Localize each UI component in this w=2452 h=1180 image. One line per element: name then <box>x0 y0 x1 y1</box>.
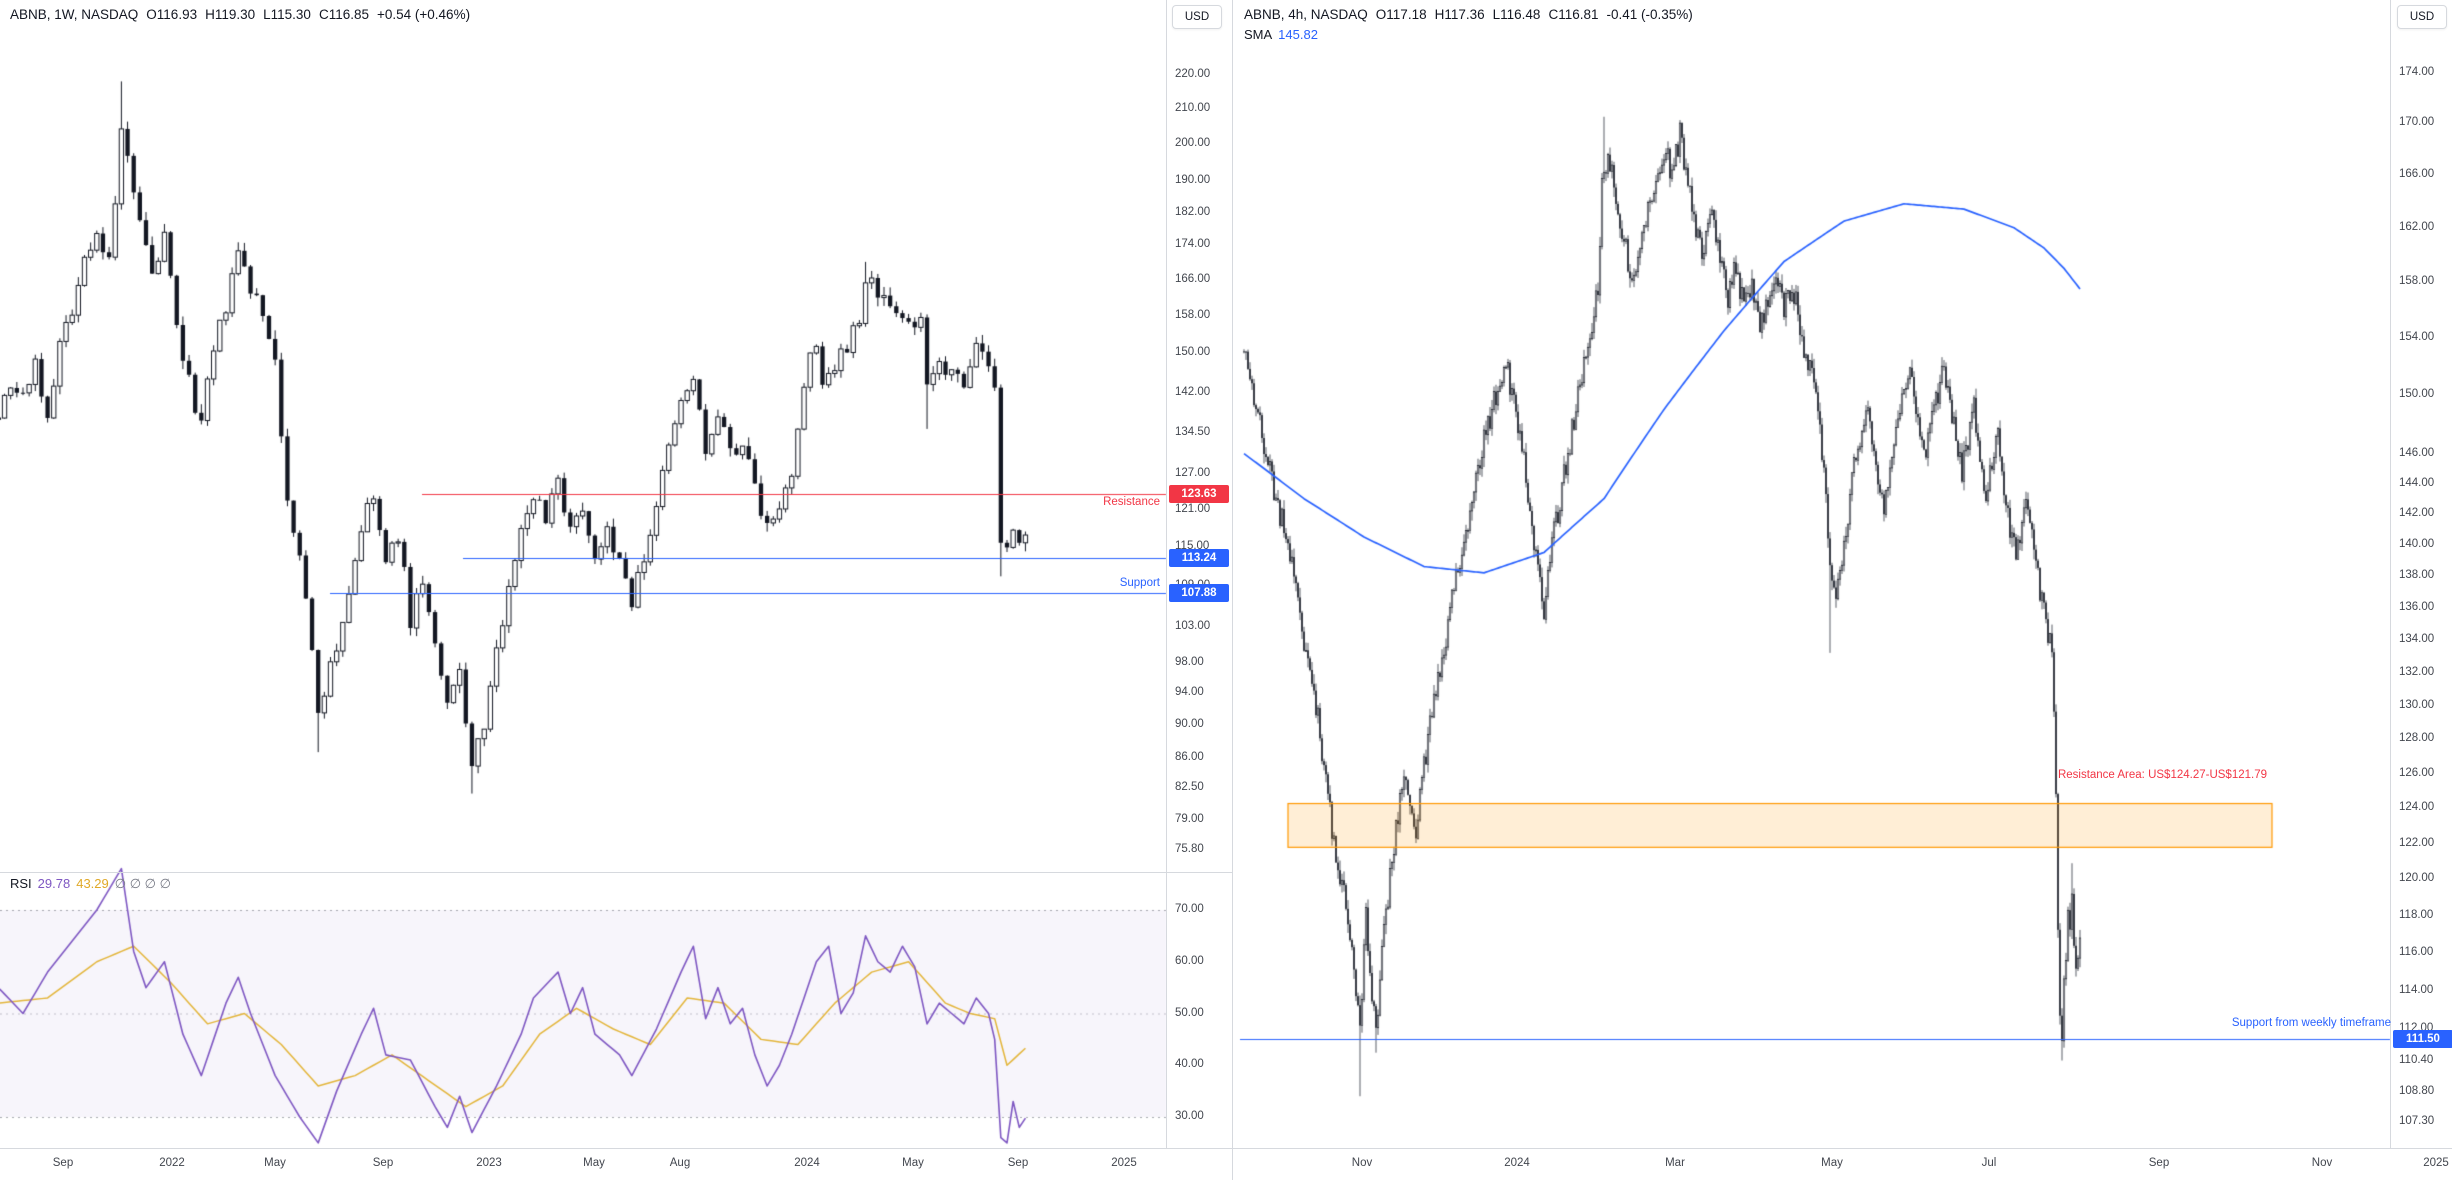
time-axis[interactable] <box>0 1149 2452 1180</box>
sma-legend[interactable]: SMA 145.82 <box>1244 27 1318 42</box>
panel-divider[interactable] <box>1232 0 1233 1180</box>
left-currency-button[interactable]: USD <box>1172 5 1222 29</box>
sma-value: 145.82 <box>1278 27 1318 42</box>
left-close-value: C116.85 <box>318 7 369 22</box>
rsi-empty-values: ∅ ∅ ∅ ∅ <box>114 876 171 891</box>
left-chart-legend[interactable]: ABNB, 1W, NASDAQ O116.93 H119.30 L115.30… <box>10 7 470 22</box>
right-price-axis-border <box>2390 0 2391 1148</box>
left-high-value: H119.30 <box>205 7 256 22</box>
right-change-value: -0.41 (-0.35%) <box>1606 7 1693 22</box>
resistance-line-label[interactable]: Resistance <box>1103 496 1160 508</box>
right-currency-button[interactable]: USD <box>2397 5 2447 29</box>
rsi-pane-separator[interactable] <box>0 872 1232 873</box>
weekly-support-price-badge: 111.50 <box>2393 1030 2452 1048</box>
right-symbol-title: ABNB, 4h, NASDAQ <box>1244 7 1368 22</box>
rsi-legend[interactable]: RSI 29.78 43.29 ∅ ∅ ∅ ∅ <box>10 876 171 892</box>
left-change-value: +0.54 (+0.46%) <box>377 7 471 22</box>
resistance-price-badge: 123.63 <box>1169 485 1229 503</box>
support-upper-price-badge: 113.24 <box>1169 548 1229 567</box>
left-open-value: O116.93 <box>146 7 198 22</box>
rsi-ma-value: 43.29 <box>76 876 109 891</box>
right-low-value: L116.48 <box>1492 7 1541 22</box>
right-high-value: H117.36 <box>1434 7 1485 22</box>
right-price-axis[interactable] <box>2391 0 2452 1148</box>
resistance-area-label[interactable]: Resistance Area: US$124.27-US$121.79 <box>2057 769 2267 781</box>
left-price-axis-border <box>1166 0 1167 1148</box>
right-chart-legend[interactable]: ABNB, 4h, NASDAQ O117.18 H117.36 L116.48… <box>1244 7 1693 22</box>
time-axis-border <box>0 1148 2452 1149</box>
left-price-axis[interactable] <box>1167 0 1232 1148</box>
left-symbol-title: ABNB, 1W, NASDAQ <box>10 7 139 22</box>
weekly-support-label[interactable]: Support from weekly timeframe <box>2231 1017 2391 1029</box>
left-low-value: L115.30 <box>263 7 311 22</box>
sma-label: SMA <box>1244 27 1273 42</box>
rsi-value: 29.78 <box>37 876 71 891</box>
right-close-value: C116.81 <box>1548 7 1599 22</box>
rsi-label: RSI <box>10 876 32 891</box>
support-lower-price-badge: 107.88 <box>1169 584 1229 603</box>
right-open-value: O117.18 <box>1375 7 1427 22</box>
support-line-label[interactable]: Support <box>1119 577 1160 589</box>
